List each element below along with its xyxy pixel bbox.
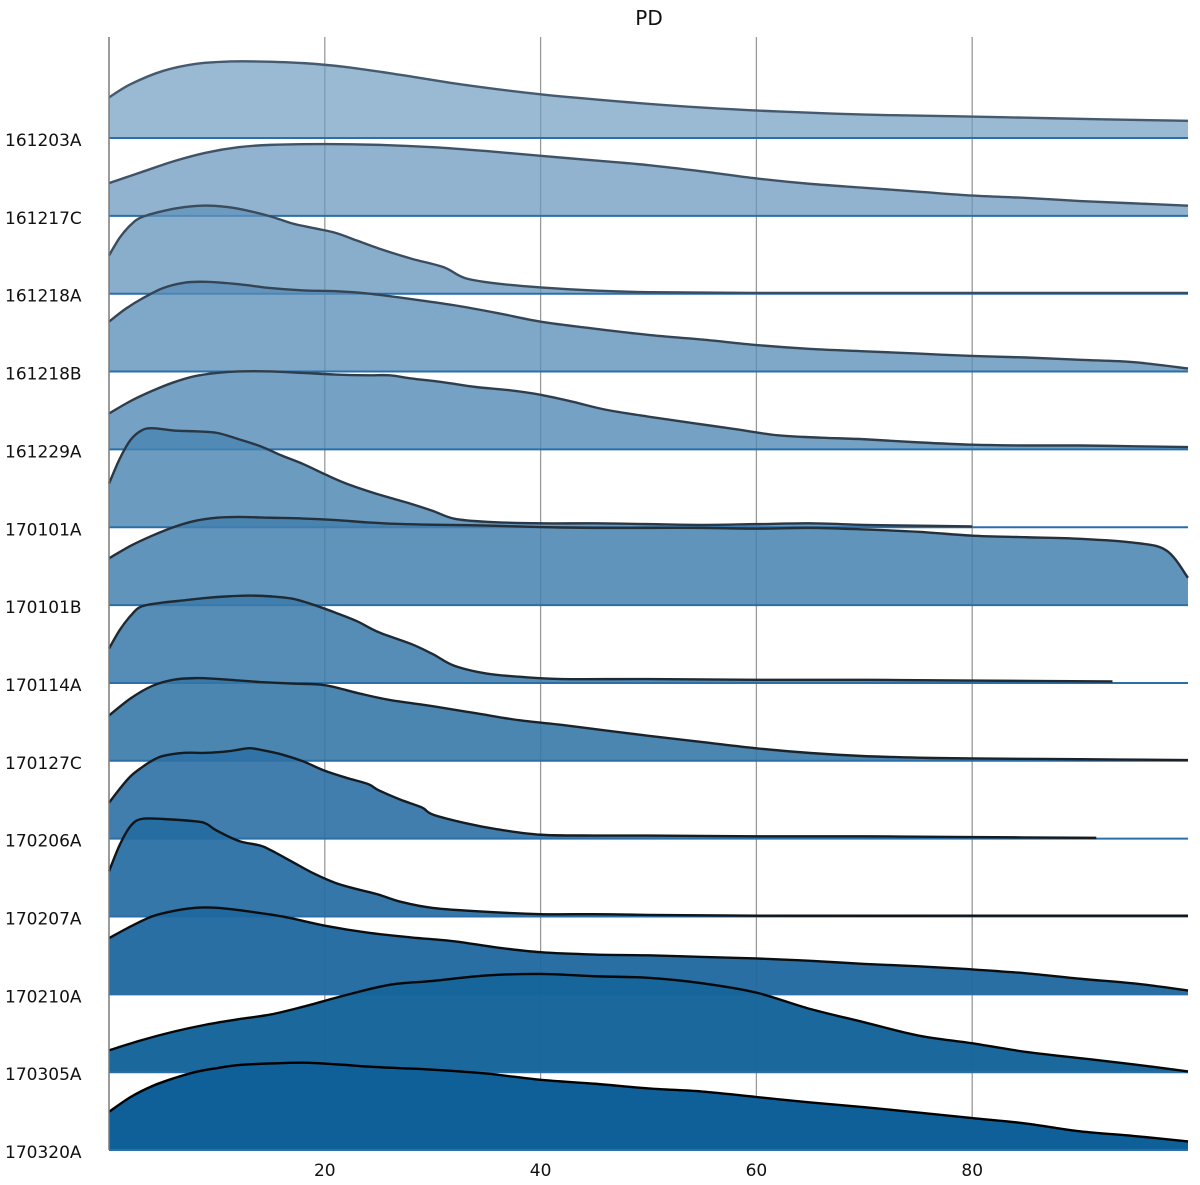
axes: 161203A 161217C 161218A 161218B 161229A 17010… xyxy=(5,37,983,1181)
ridge-outline-170206A xyxy=(108,746,1097,840)
x-tick-label-80: 80 xyxy=(961,1161,983,1181)
ridge-area-170101A xyxy=(109,428,973,528)
row-label-170210A: 170210A xyxy=(5,987,82,1007)
ridge-outline-170320A xyxy=(108,1061,1189,1143)
ridge-area-161229A xyxy=(109,371,1188,450)
row-label-161203A: 161203A xyxy=(5,131,82,151)
x-tick-label-20: 20 xyxy=(314,1161,336,1181)
ridge-outline-170127C xyxy=(108,676,1189,762)
row-label-161218A: 161218A xyxy=(5,287,82,307)
ridge-area-170127C xyxy=(109,678,1188,761)
row-label-170101A: 170101A xyxy=(5,520,82,540)
row-label-170114A: 170114A xyxy=(5,676,82,696)
ridge-outline-161229A xyxy=(108,370,1189,449)
ridge-outline-161217C xyxy=(108,142,1189,207)
row-label-170101B: 170101B xyxy=(5,598,82,618)
chart-title: PD xyxy=(635,6,662,30)
ridge-outline-161218B xyxy=(108,280,1189,370)
ridge-outline-170210A xyxy=(108,906,1189,992)
ridge-outline-161218A xyxy=(107,204,1188,295)
ridge-outline-170101A xyxy=(107,426,973,528)
ridge-area-170305A xyxy=(109,973,1188,1073)
x-tick-label-60: 60 xyxy=(746,1161,768,1181)
x-tick-label-40: 40 xyxy=(530,1161,552,1181)
ridge-area-161218A xyxy=(109,205,1188,294)
row-label-161217C: 161217C xyxy=(5,209,82,229)
ridge-outline-161203A xyxy=(108,60,1189,123)
row-label-161229A: 161229A xyxy=(5,442,82,462)
ridge-area-170210A xyxy=(109,907,1188,995)
row-label-170207A: 170207A xyxy=(5,910,82,930)
row-label-161218B: 161218B xyxy=(5,365,82,385)
ridge-area-170101B xyxy=(109,516,1188,606)
ridge-outline-170305A xyxy=(108,972,1189,1073)
ridge-outline-170207A xyxy=(107,817,1188,917)
ridge-area-161203A xyxy=(109,61,1188,138)
row-label-170320A: 170320A xyxy=(5,1143,82,1163)
row-label-170127C: 170127C xyxy=(5,754,82,774)
row-label-170206A: 170206A xyxy=(5,832,82,852)
ridge-outline-170114A xyxy=(107,594,1113,683)
ridges xyxy=(107,60,1189,1152)
ridge-area-170206A xyxy=(109,748,1097,839)
ridge-area-161217C xyxy=(109,144,1188,216)
row-label-170305A: 170305A xyxy=(5,1065,82,1085)
ridge-area-170320A xyxy=(109,1062,1188,1151)
ridge-outline-170101B xyxy=(108,515,1189,579)
ridge-area-161218B xyxy=(109,281,1188,372)
ridge-area-170114A xyxy=(109,595,1113,683)
